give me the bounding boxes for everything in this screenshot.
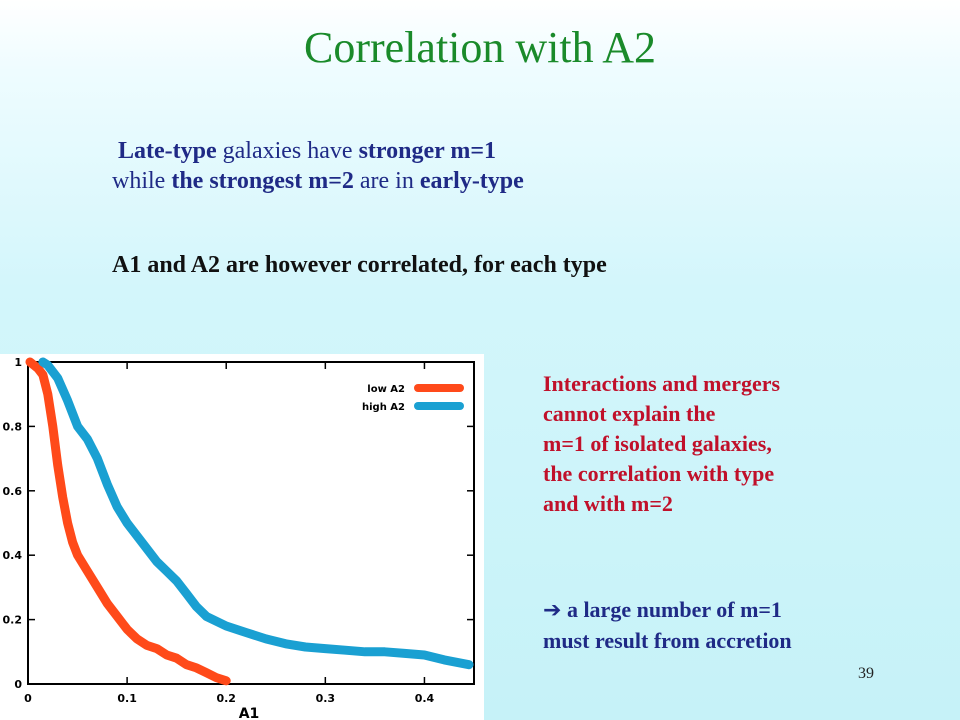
legend-label: high A2 xyxy=(362,402,405,413)
intro-line-2: while the strongest m=2 are in early-typ… xyxy=(112,166,524,196)
early-type-term: early-type xyxy=(419,168,524,194)
interactions-text: Interactions and mergers cannot explain … xyxy=(543,369,943,519)
right-arrow-icon: ➔ xyxy=(543,598,562,623)
a1-cumulative-chart: 0 0.1 0.2 0.3 0.4 0 0.2 0.4 0.6 0.8 1 A1 low A2 high … xyxy=(3,356,475,720)
y-tick-label: 0 xyxy=(14,678,22,691)
conclusion-line-2: must result from accretion xyxy=(543,628,792,653)
intro-line-1: Late-type galaxies have stronger m=1 xyxy=(112,136,524,166)
x-axis-label: A1 xyxy=(239,706,260,720)
slide-title: Correlation with A2 xyxy=(304,23,656,72)
interactions-line-4: the correlation with type xyxy=(543,461,775,486)
intro-line-2-start: while xyxy=(112,168,172,194)
x-tick-label: 0.3 xyxy=(316,692,336,705)
interactions-line-5: and with m=2 xyxy=(543,491,673,516)
y-tick-label: 0.8 xyxy=(3,420,23,433)
x-tick-label: 0.1 xyxy=(117,692,137,705)
interactions-line-2: cannot explain the xyxy=(543,401,716,426)
series-line-high-a2 xyxy=(38,357,474,670)
chart-panel: 0 0.1 0.2 0.3 0.4 0 0.2 0.4 0.6 0.8 1 A1 low A2 high … xyxy=(0,354,484,720)
correlated-statement: A1 and A2 are however correlated, for ea… xyxy=(112,252,607,278)
intro-line-1-mid: galaxies have xyxy=(216,138,359,164)
interactions-line-3: m=1 of isolated galaxies, xyxy=(543,431,772,456)
y-tick-label: 1 xyxy=(14,356,22,369)
x-tick-label: 0 xyxy=(24,692,32,705)
intro-text: Late-type galaxies have stronger m=1 whi… xyxy=(112,136,524,196)
x-tick-label: 0.4 xyxy=(415,692,435,705)
x-tick-label: 0.2 xyxy=(216,692,236,705)
conclusion-line-1-text: a large number of m=1 xyxy=(561,597,782,622)
stronger-m1-term: stronger m=1 xyxy=(358,138,497,164)
page-number: 39 xyxy=(858,665,874,682)
y-tick-label: 0.6 xyxy=(3,485,23,498)
conclusion-text: ➔ a large number of m=1 must result from… xyxy=(543,595,792,656)
strongest-m2-term: the strongest m=2 xyxy=(171,168,354,194)
y-tick-label: 0.2 xyxy=(3,614,23,627)
conclusion-line-1: ➔ a large number of m=1 xyxy=(543,595,792,626)
late-type-term: Late-type xyxy=(118,138,217,164)
legend-label: low A2 xyxy=(367,384,405,395)
interactions-line-1: Interactions and mergers xyxy=(543,371,781,396)
intro-line-2-mid: are in xyxy=(353,168,420,194)
y-tick-label: 0.4 xyxy=(3,549,23,562)
series-line-low-a2 xyxy=(25,357,231,686)
